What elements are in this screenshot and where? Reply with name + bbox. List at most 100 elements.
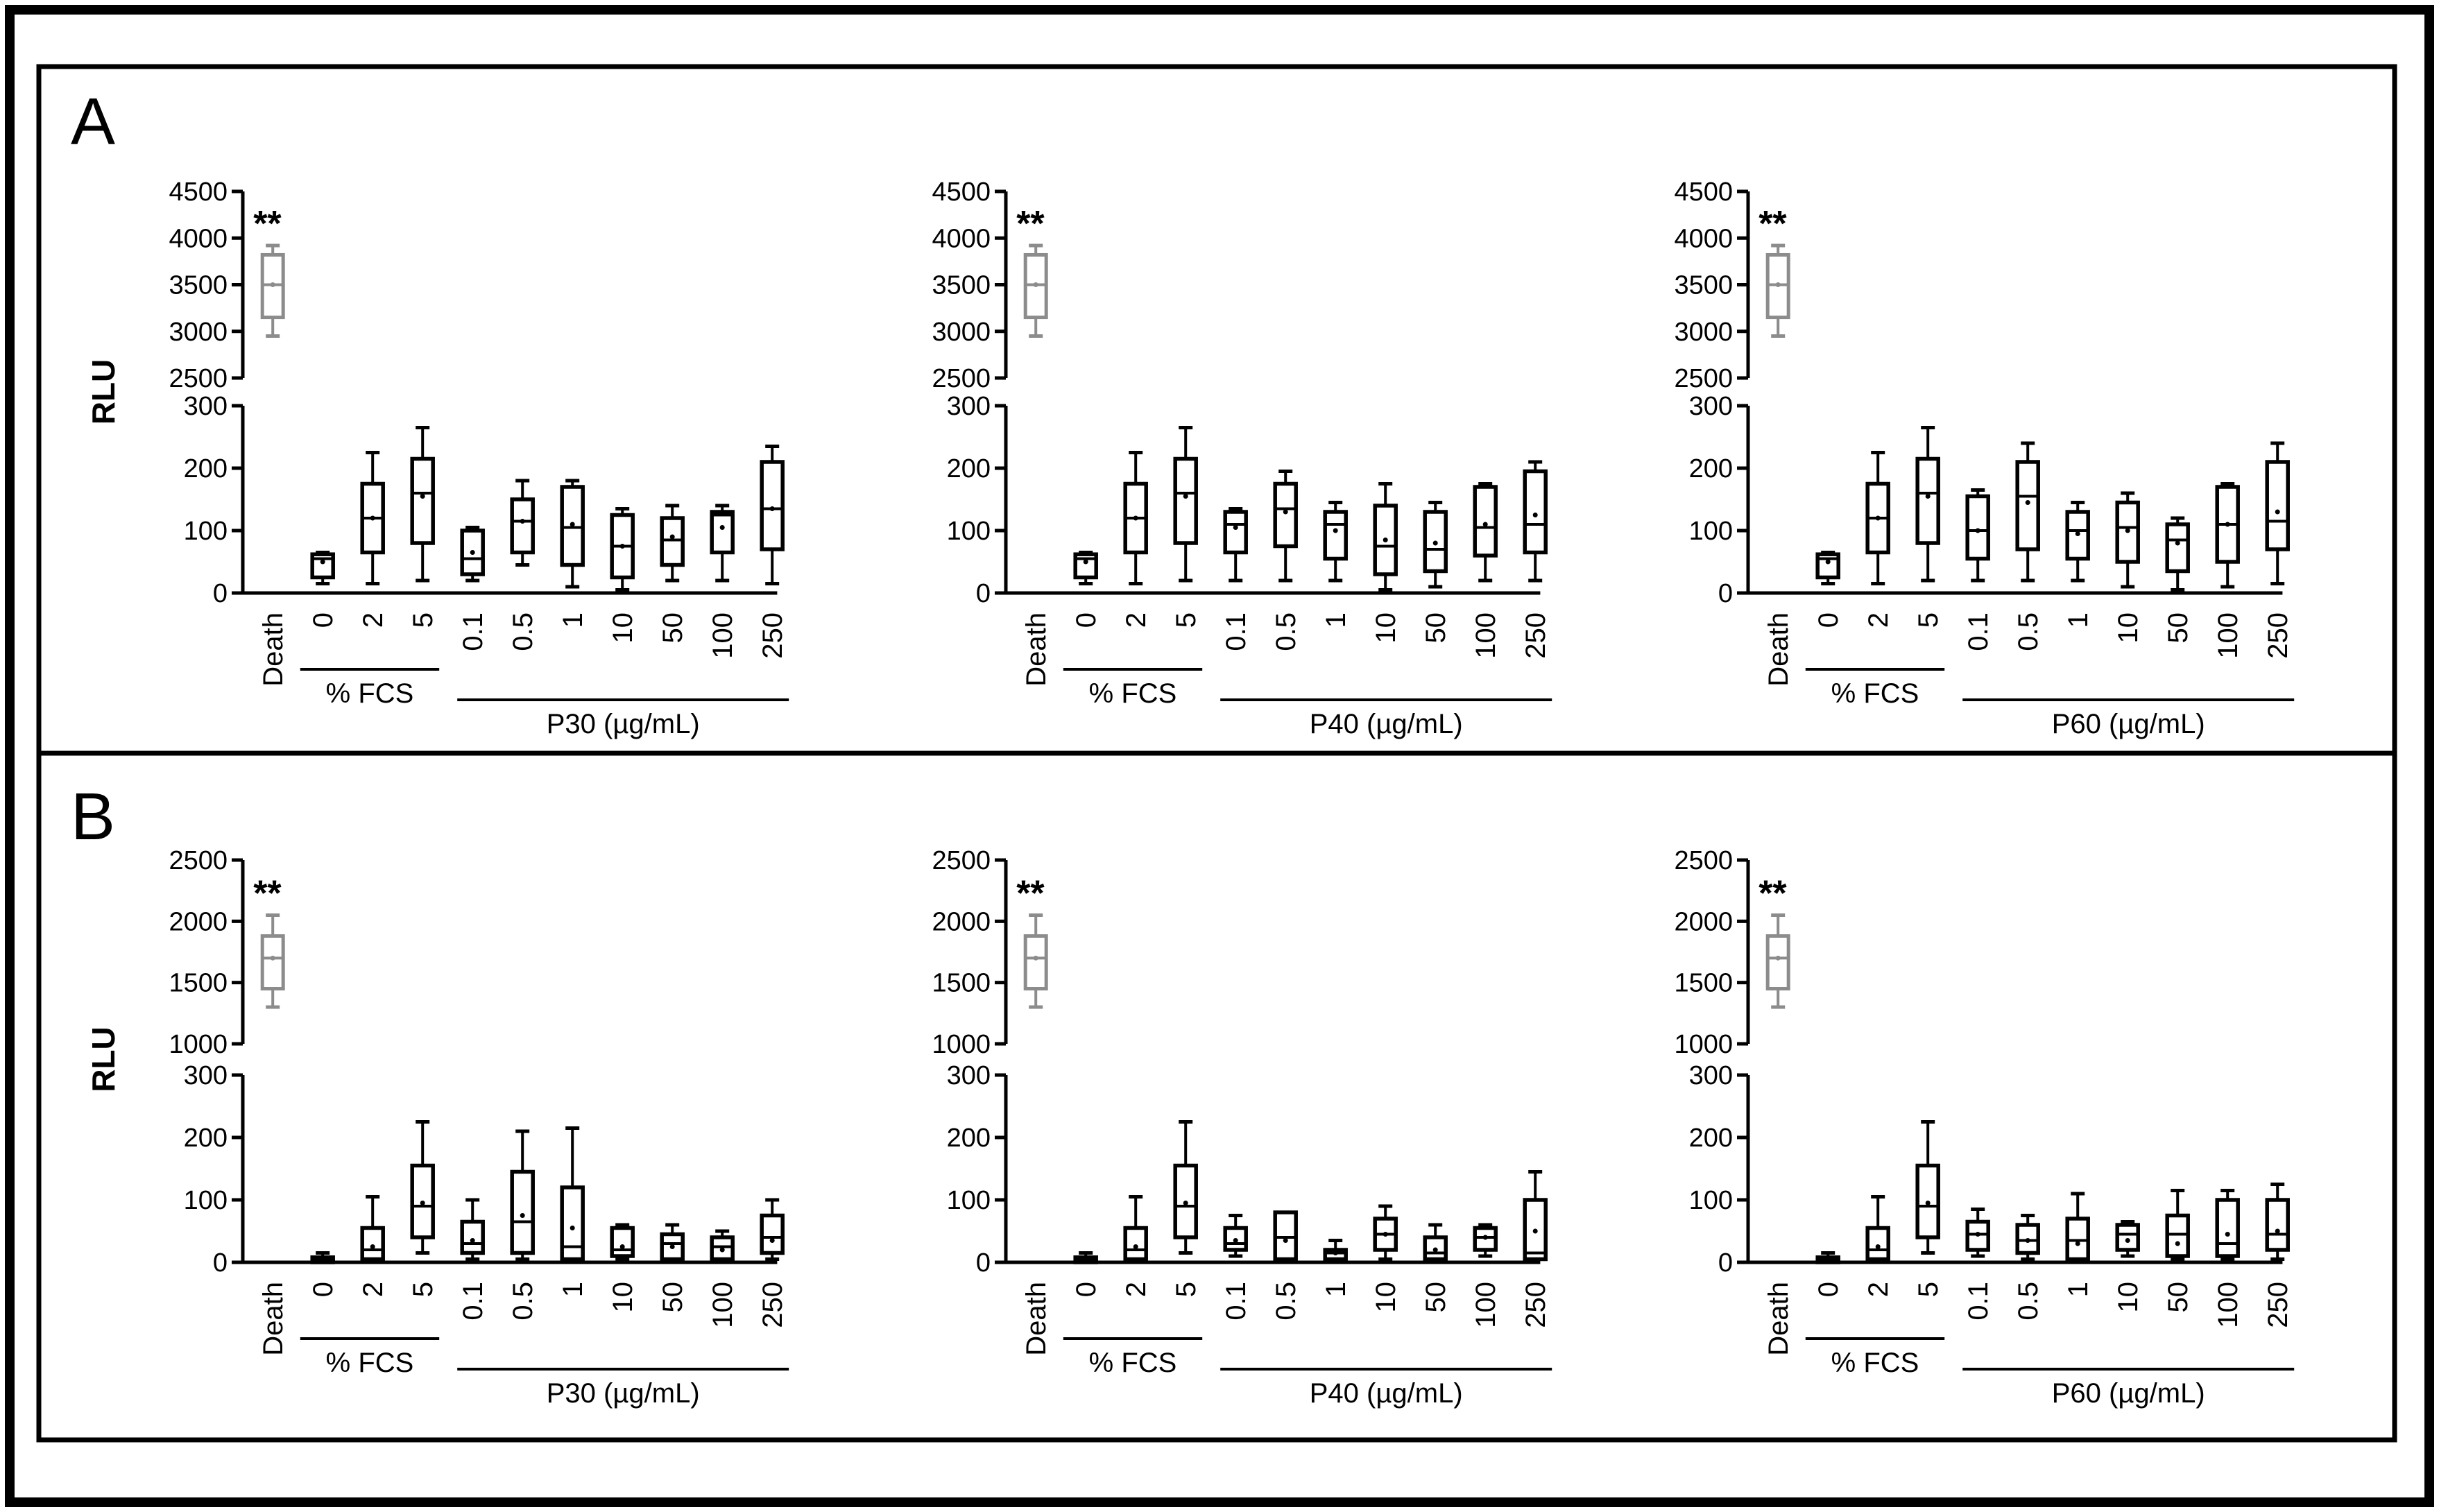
y-upper-tick-label: 3000: [932, 318, 991, 347]
box-iqr: [1023, 934, 1048, 990]
mean-point: [370, 1244, 375, 1249]
box-iqr: [510, 497, 535, 555]
x-tick-label: 1: [558, 1282, 588, 1297]
box-50: [1423, 501, 1448, 589]
mean-point: [1925, 494, 1931, 499]
box-iqr: [1965, 1219, 1990, 1252]
x-tick-label: 5: [1171, 612, 1201, 628]
treatment-group-label: P30 (µg/mL): [547, 709, 700, 739]
x-tick-label: 2: [1121, 612, 1152, 628]
x-tick-label: 0: [1813, 612, 1844, 628]
mean-point: [669, 534, 675, 540]
y-lower-tick-label: 100: [947, 517, 991, 546]
y-lower-tick-label: 100: [947, 1186, 991, 1215]
box-iqr: [2265, 460, 2290, 551]
x-tick-label: 50: [658, 612, 688, 644]
y-upper-tick-label: 2500: [169, 364, 228, 393]
box-0.5: [510, 1129, 535, 1261]
x-tick-label: 0.1: [1221, 1282, 1251, 1321]
y-lower-tick-label: 0: [1718, 1248, 1733, 1278]
y-upper-tick-label: 2000: [169, 907, 228, 936]
box-100: [710, 504, 735, 583]
mean-point: [1482, 1235, 1488, 1240]
mean-point: [669, 1244, 675, 1249]
box-1: [2065, 1192, 2090, 1262]
box-iqr: [2065, 1217, 2090, 1262]
treatment-group-label: P40 (µg/mL): [1310, 1378, 1463, 1409]
box-2: [360, 1195, 385, 1264]
x-tick-label: 2: [1863, 1282, 1894, 1297]
mean-point: [420, 494, 425, 499]
mean-point: [2275, 509, 2280, 515]
x-tick-label: 10: [2113, 1282, 2143, 1313]
x-tick-label: 5: [1913, 1282, 1944, 1297]
mean-point: [1482, 522, 1488, 527]
box-0: [1815, 551, 1840, 585]
box-0: [1073, 1251, 1098, 1264]
box-iqr: [1123, 1226, 1148, 1262]
y-upper-tick-label: 4000: [169, 224, 228, 253]
x-tick-label: 0.5: [2013, 1282, 2044, 1321]
box-1: [1323, 1239, 1348, 1262]
mean-point: [2025, 500, 2030, 505]
mean-point: [1825, 1257, 1831, 1262]
x-tick-label: 250: [1521, 612, 1551, 659]
y-upper-tick-label: 4000: [1674, 224, 1733, 253]
mean-point: [2125, 528, 2130, 533]
mean-point: [769, 1238, 775, 1243]
box-5: [1915, 426, 1940, 583]
y-axis-title: RLU: [85, 1026, 121, 1092]
box-0.5: [1273, 470, 1298, 583]
x-tick-label: 5: [1913, 612, 1944, 628]
y-upper-tick-label: 4500: [169, 178, 228, 207]
box-100: [2215, 482, 2240, 589]
box-50: [1423, 1223, 1448, 1262]
box-2: [1865, 451, 1890, 585]
x-tick-label: 10: [1371, 1282, 1401, 1313]
x-tick-label: 10: [608, 1282, 638, 1313]
box-0: [1073, 551, 1098, 585]
box-iqr: [2165, 522, 2190, 574]
mean-point: [1383, 538, 1388, 542]
chart-a-1: 250030003500400045000100200300RLU**Death…: [85, 178, 789, 739]
chart-b-3: 1000 1500 2000 2500 0 100 200 300 ** Death 0 2 5 0.1 0…: [1674, 846, 2295, 1409]
box-100: [1473, 482, 1498, 583]
x-tick-label: 250: [1521, 1282, 1551, 1328]
y-upper-tick-label: 1000: [169, 1030, 228, 1059]
significance-annotation: **: [1016, 874, 1045, 914]
y-upper-tick-label: 3500: [1674, 271, 1733, 300]
mean-point: [1233, 1238, 1238, 1243]
y-lower-tick-label: 200: [184, 1124, 228, 1153]
x-tick-label: 250: [758, 612, 788, 659]
mean-point: [570, 522, 575, 527]
box-iqr: [1273, 1210, 1298, 1262]
x-tick-label: 100: [1471, 612, 1501, 659]
box-5: [410, 1120, 435, 1255]
x-tick-label: 50: [2163, 612, 2193, 644]
y-upper-tick-label: 2500: [1674, 364, 1733, 393]
y-upper-tick-label: 2500: [932, 846, 991, 875]
y-axis-title: RLU: [85, 359, 121, 425]
mean-point: [1532, 1228, 1538, 1234]
mean-point: [420, 1201, 425, 1205]
box-iqr: [260, 934, 285, 990]
mean-point: [2125, 1238, 2130, 1243]
mean-point: [1333, 1251, 1338, 1255]
box-iqr: [360, 1226, 385, 1262]
box-10: [1373, 1204, 1398, 1261]
x-tick-label: 5: [408, 1282, 438, 1297]
box-250: [2265, 1183, 2290, 1261]
box-Death: [1765, 913, 1790, 1009]
box-iqr: [1865, 1226, 1890, 1262]
charts-layer: 250030003500400045000100200300RLU**Death…: [85, 178, 2295, 1409]
y-upper-tick-label: 2000: [932, 907, 991, 936]
y-lower-tick-label: 300: [947, 1061, 991, 1090]
mean-point: [1775, 282, 1781, 287]
box-100: [2215, 1189, 2240, 1261]
box-50: [660, 1223, 685, 1262]
treatment-group-label: P60 (µg/mL): [2052, 1378, 2205, 1409]
mean-point: [2025, 1238, 2030, 1243]
box-iqr: [460, 1219, 485, 1255]
mean-point: [1383, 1232, 1388, 1237]
